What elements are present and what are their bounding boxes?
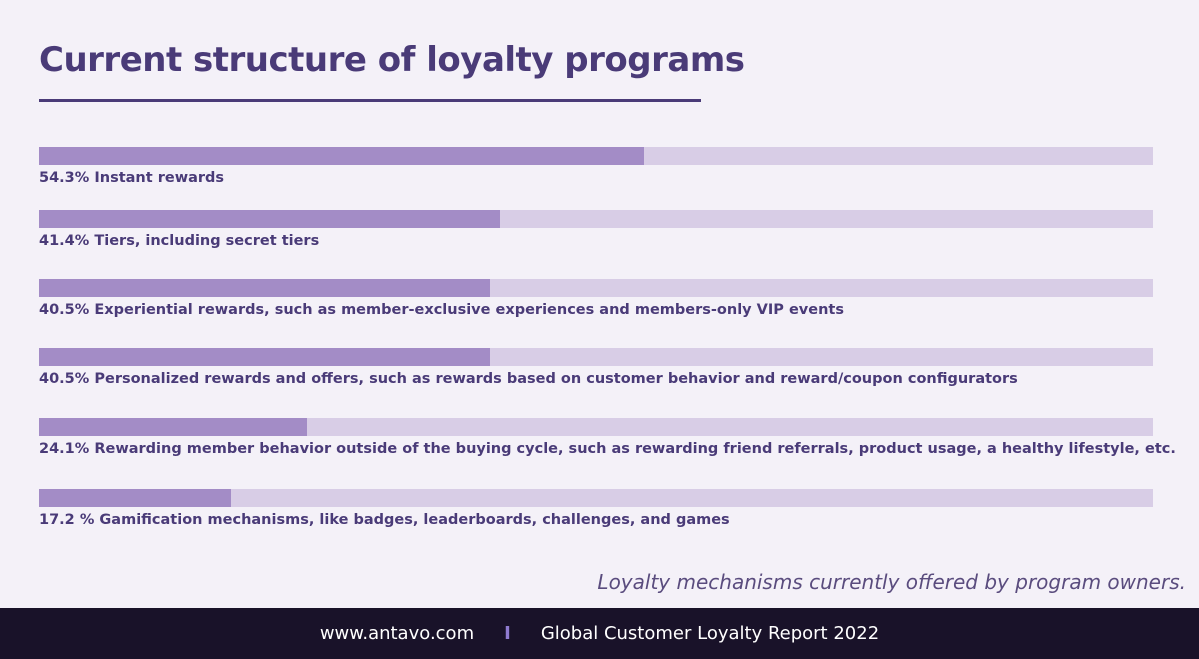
bar-fill [39,489,231,507]
footer: www.antavo.com I Global Customer Loyalty… [0,608,1199,659]
title-underline [39,99,701,102]
footer-website: www.antavo.com [319,623,475,644]
bar-label: 41.4% Tiers, including secret tiers [39,233,320,249]
bar-track [39,489,1153,507]
bar-track [39,147,1153,165]
bar-row: 17.2 % Gamification mechanisms, like bad… [39,489,1153,528]
bar-fill [39,418,308,436]
footer-report-title: Global Customer Loyalty Report 2022 [540,623,880,644]
bar-label: 40.5% Personalized rewards and offers, s… [39,371,1018,387]
bar-fill [39,210,501,228]
bar-label: 17.2 % Gamification mechanisms, like bad… [39,512,730,528]
bar-row: 54.3% Instant rewards [39,147,1153,186]
bar-label: 54.3% Instant rewards [39,170,225,186]
bar-track [39,348,1153,366]
bar-row: 40.5% Experiential rewards, such as memb… [39,279,1153,318]
page-title: Current structure of loyalty programs [39,40,745,80]
bar-fill [39,147,644,165]
bar-track [39,279,1153,297]
bar-fill [39,279,491,297]
bar-label: 40.5% Experiential rewards, such as memb… [39,302,844,318]
bar-fill [39,348,491,366]
bar-row: 40.5% Personalized rewards and offers, s… [39,348,1153,387]
bar-row: 24.1% Rewarding member behavior outside … [39,418,1176,457]
bar-track [39,418,1153,436]
footer-separator: I [504,623,511,644]
bar-label: 24.1% Rewarding member behavior outside … [39,441,1176,457]
bar-track [39,210,1153,228]
chart-caption: Loyalty mechanisms currently offered by … [597,570,1186,594]
bar-row: 41.4% Tiers, including secret tiers [39,210,1153,249]
